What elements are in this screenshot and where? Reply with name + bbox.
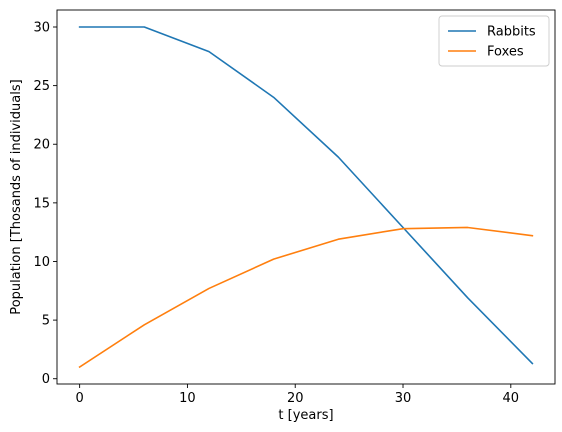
series-line-rabbits	[78, 26, 534, 365]
y-tick-label: 0	[42, 372, 50, 387]
series-line-foxes	[78, 226, 534, 369]
x-tick-label: 10	[179, 391, 196, 406]
y-tick-label: 30	[33, 21, 50, 36]
x-tick-label: 40	[503, 391, 520, 406]
y-tick-label: 15	[33, 196, 50, 211]
plot-frame	[56, 9, 556, 385]
y-tick-label: 25	[33, 79, 50, 94]
x-tick-label: 20	[287, 391, 304, 406]
legend: Rabbits Foxes	[438, 15, 550, 67]
y-tick-label: 20	[33, 138, 50, 153]
y-tick-label: 5	[42, 314, 50, 329]
y-axis: 0 5 10 15 20 25 30	[33, 21, 57, 387]
legend-box	[438, 15, 550, 67]
legend-label-foxes: Foxes	[487, 45, 524, 60]
x-tick-label: 0	[75, 391, 83, 406]
legend-label-rabbits: Rabbits	[487, 25, 536, 40]
y-axis-label: Population [Thosands of individuals]	[9, 79, 24, 314]
series-group	[78, 26, 534, 369]
x-tick-label: 30	[395, 391, 412, 406]
x-axis: 0 10 20 30 40	[75, 384, 519, 406]
x-axis-label: t [years]	[278, 408, 333, 423]
y-tick-label: 10	[33, 255, 50, 270]
